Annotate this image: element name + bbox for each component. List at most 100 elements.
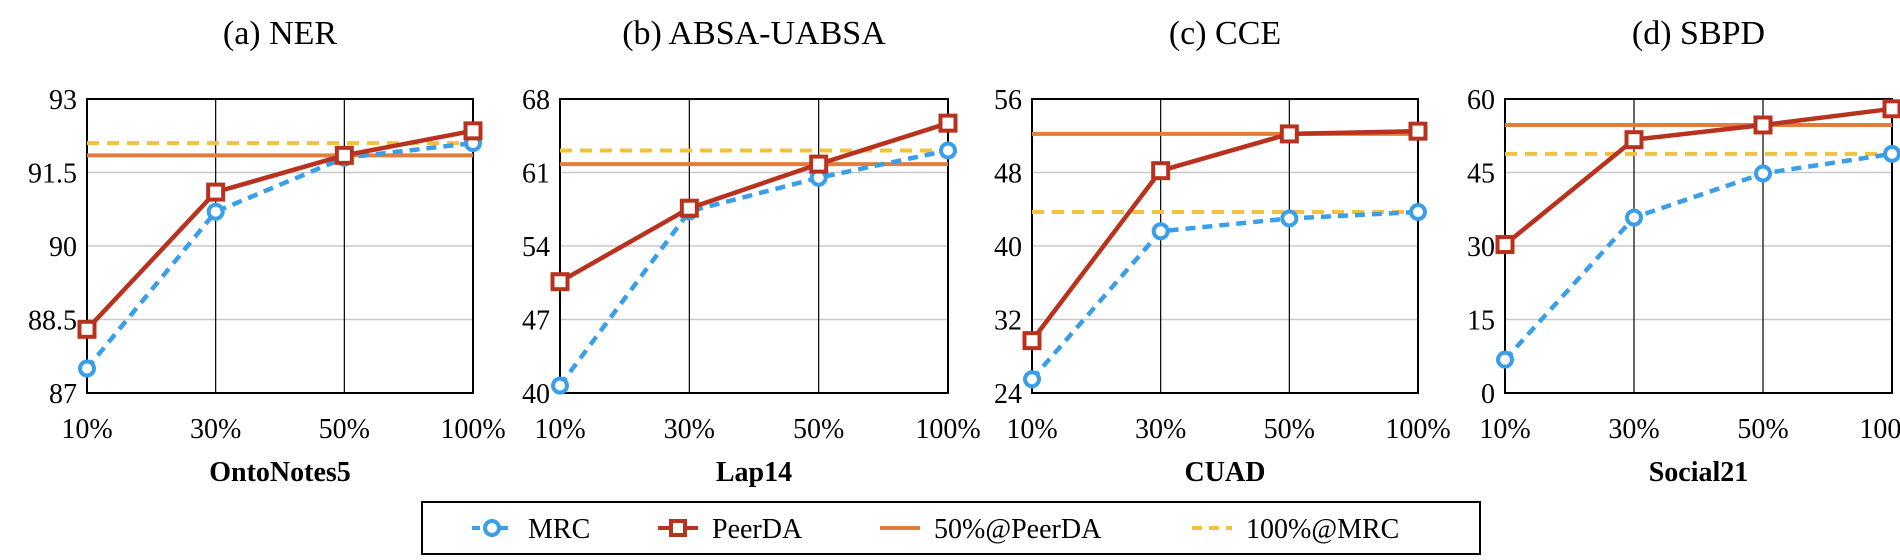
legend-marker-peerda: [669, 519, 687, 537]
series-line-peerda: [1030, 128, 1419, 342]
chart-panel-1: 87 88.5 90 91.5 93 10% 30% 50% 100% (a) NER OntoNo…: [28, 15, 506, 488]
data-point-peerda: [938, 113, 958, 133]
data-point-peerda: [206, 182, 226, 202]
y-tick-label: 24: [994, 379, 1022, 410]
data-point-mrc: [1883, 144, 1900, 163]
x-tick-label: 50%: [1264, 414, 1315, 445]
x-tick-label: 50%: [319, 414, 370, 445]
data-point-mrc: [551, 376, 569, 395]
series-line-mrc: [1030, 209, 1419, 381]
data-point-peerda: [463, 121, 483, 141]
series-line-mrc: [85, 140, 474, 370]
x-tick-label: 50%: [1737, 414, 1788, 445]
x-axis-label: OntoNotes5: [209, 457, 351, 488]
data-point-peerda: [1624, 130, 1644, 150]
y-tick-label: 93: [49, 85, 77, 116]
x-tick-label: 100%: [915, 414, 980, 445]
data-point-mrc: [78, 359, 96, 378]
legend-label-half-peerda: 50%@PeerDA: [934, 514, 1102, 545]
chart-panel-2: 40 47 54 61 68 10% 30% 50% 100% (b) ABSA-UABSA Lap…: [522, 15, 981, 488]
data-point-mrc: [1754, 164, 1772, 183]
x-tick-label: 30%: [190, 414, 241, 445]
legend: MRC PeerDA 50%@PeerDA 100%@MRC: [421, 501, 1481, 555]
x-tick-label: 10%: [61, 414, 112, 445]
x-tick-label: 30%: [1608, 414, 1659, 445]
x-tick-label: 100%: [440, 414, 505, 445]
x-tick-label: 50%: [793, 414, 844, 445]
y-tick-label: 0: [1481, 379, 1495, 410]
y-tick-label: 91.5: [28, 159, 77, 190]
chart-title: (d) SBPD: [1632, 15, 1765, 52]
data-point-peerda: [1151, 161, 1171, 181]
data-point-peerda: [550, 272, 570, 292]
plot-frame: [86, 98, 474, 394]
legend-item-full-mrc: 100%@MRC: [1192, 514, 1399, 545]
plot-frame: [559, 98, 949, 394]
data-point-peerda: [1495, 235, 1515, 255]
x-tick-label: 30%: [1135, 414, 1186, 445]
data-point-mrc: [1023, 370, 1041, 389]
chart-title: (a) NER: [223, 15, 338, 52]
y-tick-label: 48: [994, 159, 1022, 190]
x-tick-label: 10%: [1479, 414, 1530, 445]
data-point-peerda: [1408, 121, 1428, 141]
legend-label-full-mrc: 100%@MRC: [1246, 514, 1399, 545]
y-tick-label: 90: [49, 232, 77, 263]
data-point-peerda: [1753, 115, 1773, 135]
y-tick-label: 30: [1467, 232, 1495, 263]
legend-label-mrc: MRC: [528, 514, 590, 545]
y-tick-label: 40: [522, 379, 550, 410]
chart-title: (b) ABSA-UABSA: [622, 15, 886, 52]
x-axis-label: Social21: [1649, 457, 1749, 488]
chart-panel-4: 0 15 30 45 60 10% 30% 50% 100% (d) SBPD Social21: [1467, 15, 1900, 488]
y-tick-label: 15: [1467, 306, 1495, 337]
data-point-mrc: [1496, 350, 1514, 369]
x-axis-label: CUAD: [1185, 457, 1266, 488]
y-tick-label: 45: [1467, 159, 1495, 190]
y-tick-label: 68: [522, 85, 550, 116]
data-point-peerda: [1882, 99, 1900, 119]
legend-marker-mrc: [483, 519, 501, 537]
series-line-mrc: [1503, 151, 1893, 362]
y-tick-label: 60: [1467, 85, 1495, 116]
chart-panels: 87 88.5 90 91.5 93 10% 30% 50% 100% (a) NER OntoNo…: [28, 15, 1900, 488]
data-point-mrc: [1625, 208, 1643, 227]
series-line-mrc: [558, 148, 949, 387]
legend-box: [421, 501, 1481, 555]
y-tick-label: 88.5: [28, 306, 77, 337]
y-tick-label: 32: [994, 306, 1022, 337]
data-point-peerda: [77, 319, 97, 339]
x-tick-label: 100%: [1859, 414, 1900, 445]
data-point-peerda: [1279, 124, 1299, 144]
data-point-mrc: [1151, 222, 1170, 241]
legend-label-peerda: PeerDA: [712, 514, 803, 545]
y-tick-label: 47: [522, 306, 550, 337]
y-tick-label: 54: [522, 232, 550, 263]
data-point-peerda: [679, 198, 699, 218]
x-tick-label: 100%: [1385, 414, 1450, 445]
chart-panel-3: 24 32 40 48 56 10% 30% 50% 100% (c) CCE CUAD: [994, 15, 1451, 488]
chart-title: (c) CCE: [1169, 15, 1281, 52]
legend-item-mrc: MRC: [472, 514, 590, 545]
x-tick-label: 10%: [1006, 414, 1057, 445]
y-tick-label: 87: [49, 379, 77, 410]
x-tick-label: 30%: [664, 414, 715, 445]
series-line-peerda: [1503, 106, 1893, 247]
plot-frame: [1031, 98, 1419, 394]
x-axis-label: Lap14: [716, 457, 792, 488]
x-tick-label: 10%: [534, 414, 585, 445]
y-tick-label: 56: [994, 85, 1022, 116]
data-point-peerda: [809, 154, 829, 174]
legend-item-peerda: PeerDA: [658, 514, 803, 545]
data-point-peerda: [334, 145, 354, 165]
data-point-mrc: [206, 202, 225, 221]
series-line-peerda: [558, 121, 949, 284]
data-point-peerda: [1022, 331, 1042, 351]
y-tick-label: 40: [994, 232, 1022, 263]
data-point-mrc: [1280, 209, 1299, 228]
data-point-mrc: [1409, 203, 1427, 222]
y-tick-label: 61: [522, 159, 550, 190]
legend-item-half-peerda: 50%@PeerDA: [880, 514, 1102, 545]
series-line-peerda: [85, 128, 474, 331]
